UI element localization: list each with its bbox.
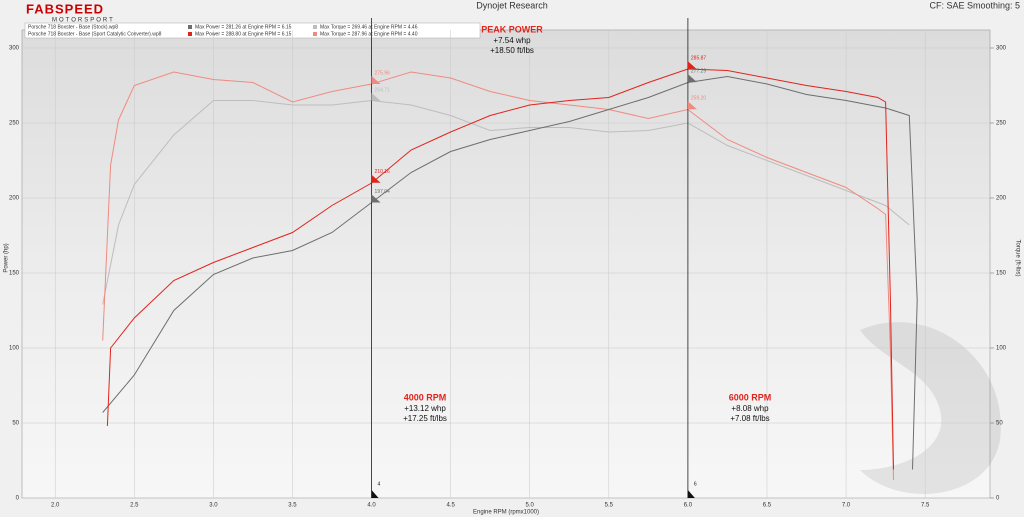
y2-tick-label: 150 bbox=[996, 271, 1007, 277]
x-tick-label: 4.5 bbox=[446, 503, 455, 509]
y2-tick-label: 0 bbox=[996, 496, 1000, 502]
x-tick-label: 7.5 bbox=[921, 503, 930, 509]
plot-area bbox=[21, 29, 991, 499]
reading-marker bbox=[371, 76, 381, 85]
reading-label: 277.29 bbox=[691, 68, 707, 74]
y-tick-label: 300 bbox=[9, 46, 20, 52]
y-tick-label: 250 bbox=[9, 121, 20, 127]
annotation-title: PEAK POWER bbox=[481, 24, 543, 34]
cursor-label: 4 bbox=[378, 481, 381, 487]
watermark bbox=[860, 322, 1001, 494]
annotation-line: +7.08 ft/lbs bbox=[730, 414, 769, 423]
cursor-marker bbox=[371, 490, 379, 498]
legend-swatch bbox=[313, 32, 317, 36]
reading-marker bbox=[371, 194, 381, 203]
chart-subtitle: CF: SAE Smoothing: 5 bbox=[929, 0, 1020, 10]
series-line bbox=[102, 99, 910, 305]
reading-label: 264.71 bbox=[375, 87, 391, 93]
x-tick-label: 6.5 bbox=[763, 503, 772, 509]
y-axis-label: Power (hp) bbox=[4, 243, 10, 272]
legend-swatch bbox=[188, 25, 192, 29]
x-axis-label: Engine RPM (rpmx1000) bbox=[473, 510, 539, 516]
annotation-line: +18.50 ft/lbs bbox=[490, 46, 534, 55]
y-tick-label: 50 bbox=[12, 421, 19, 427]
annotation-title: 4000 RPM bbox=[404, 392, 447, 402]
reading-marker bbox=[371, 92, 381, 101]
x-tick-label: 5.0 bbox=[526, 503, 535, 509]
annotation-title: 6000 RPM bbox=[729, 392, 772, 402]
y-tick-label: 150 bbox=[9, 271, 20, 277]
legend-run: Porsche 718 Boxster - Base (Stock).wp8 bbox=[28, 24, 118, 30]
legend-swatch bbox=[188, 32, 192, 36]
reading-label: 275.96 bbox=[375, 70, 391, 76]
x-tick-label: 3.0 bbox=[209, 503, 218, 509]
annotation-line: +17.25 ft/lbs bbox=[403, 414, 447, 423]
x-tick-label: 4.0 bbox=[367, 503, 376, 509]
brand-name: FABSPEED bbox=[26, 1, 104, 16]
y-tick-label: 0 bbox=[16, 496, 20, 502]
y-tick-label: 200 bbox=[9, 196, 20, 202]
series-line bbox=[106, 68, 894, 470]
reading-label: 259.20 bbox=[691, 96, 707, 102]
y2-tick-label: 50 bbox=[996, 421, 1003, 427]
reading-label: 197.04 bbox=[375, 189, 391, 195]
y2-tick-label: 100 bbox=[996, 346, 1007, 352]
annotation-line: +13.12 whp bbox=[404, 404, 446, 413]
annotation-line: +7.54 whp bbox=[493, 36, 531, 45]
legend-label: Max Power = 288.80 at Engine RPM = 6.15 bbox=[195, 31, 292, 37]
x-tick-label: 7.0 bbox=[842, 503, 851, 509]
brand-tagline: MOTORSPORT bbox=[52, 18, 115, 24]
x-tick-label: 2.0 bbox=[51, 503, 60, 509]
series-line bbox=[102, 71, 894, 481]
reading-marker bbox=[687, 74, 697, 83]
legend-label: Max Power = 281.26 at Engine RPM = 6.15 bbox=[195, 24, 292, 30]
y-tick-label: 100 bbox=[9, 346, 20, 352]
reading-label: 210.16 bbox=[375, 169, 391, 175]
y2-tick-label: 300 bbox=[996, 46, 1007, 52]
x-tick-label: 5.5 bbox=[605, 503, 614, 509]
cursor-label: 6 bbox=[694, 481, 697, 487]
reading-marker bbox=[687, 101, 697, 110]
y2-axis-label: Torque (ft-lbs) bbox=[1014, 239, 1020, 276]
reading-label: 285.87 bbox=[691, 56, 707, 62]
legend-swatch bbox=[313, 25, 317, 29]
legend-run: Porsche 718 Boxster - Base (Sport Cataly… bbox=[28, 31, 162, 37]
annotation-line: +8.08 whp bbox=[731, 404, 769, 413]
reading-marker bbox=[371, 174, 381, 183]
legend bbox=[24, 22, 481, 39]
x-tick-label: 6.0 bbox=[684, 503, 693, 509]
x-tick-label: 2.5 bbox=[130, 503, 139, 509]
series-line bbox=[102, 75, 918, 470]
x-tick-label: 3.5 bbox=[288, 503, 297, 509]
legend-label: Max Torque = 287.96 at Engine RPM = 4.40 bbox=[320, 31, 418, 37]
chart-title: Dynojet Research bbox=[476, 0, 548, 10]
cursor-marker bbox=[687, 490, 695, 498]
y2-tick-label: 250 bbox=[996, 121, 1007, 127]
legend-label: Max Torque = 269.46 at Engine RPM = 4.46 bbox=[320, 24, 418, 30]
y2-tick-label: 200 bbox=[996, 196, 1007, 202]
reading-marker bbox=[687, 61, 697, 70]
